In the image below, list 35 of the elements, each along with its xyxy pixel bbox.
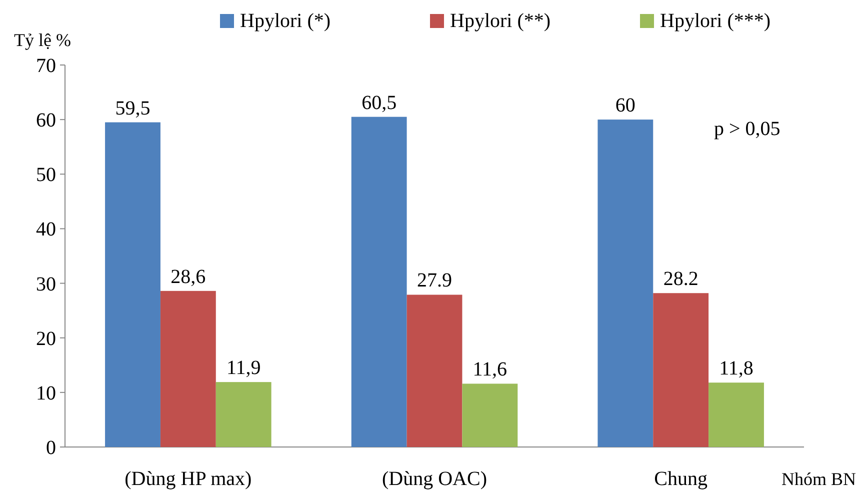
y-tick-label: 50 [36,164,56,186]
x-tick-label: (Dùng OAC) [382,468,487,490]
legend-label: Hpylori (*) [240,10,331,32]
x-tick-label: Chung [654,468,708,490]
legend-label: Hpylori (**) [450,10,551,32]
bar [598,120,654,447]
y-tick-label: 40 [36,218,56,241]
data-label: 60,5 [362,92,397,114]
y-axis-title: Tỷ lệ % [14,30,71,50]
bar [216,382,272,447]
annotation: p > 0,05 [714,118,780,140]
x-tick-label: (Dùng HP max) [124,468,252,490]
bar [351,116,407,447]
bar [105,122,160,447]
data-label: 27.9 [417,270,452,292]
bar [653,293,709,447]
y-tick-label: 0 [46,437,56,459]
data-label: 28.2 [663,268,698,290]
bar [462,384,518,447]
x-axis-title: Nhóm BN [781,469,856,489]
legend-label: Hpylori (***) [660,10,771,32]
data-label: 60 [615,94,636,117]
y-tick-label: 10 [36,382,56,404]
data-label: 28,6 [170,266,206,288]
y-tick-label: 60 [36,110,56,132]
bar [406,294,462,447]
data-label: 59,5 [115,97,150,120]
bar [708,382,764,447]
bar [160,290,216,447]
y-tick-label: 20 [36,328,56,350]
y-tick-label: 70 [36,55,56,77]
data-label: 11,9 [226,357,261,380]
y-tick-label: 30 [36,273,56,296]
data-label: 11,8 [719,358,754,380]
data-label: 11,6 [472,358,508,381]
